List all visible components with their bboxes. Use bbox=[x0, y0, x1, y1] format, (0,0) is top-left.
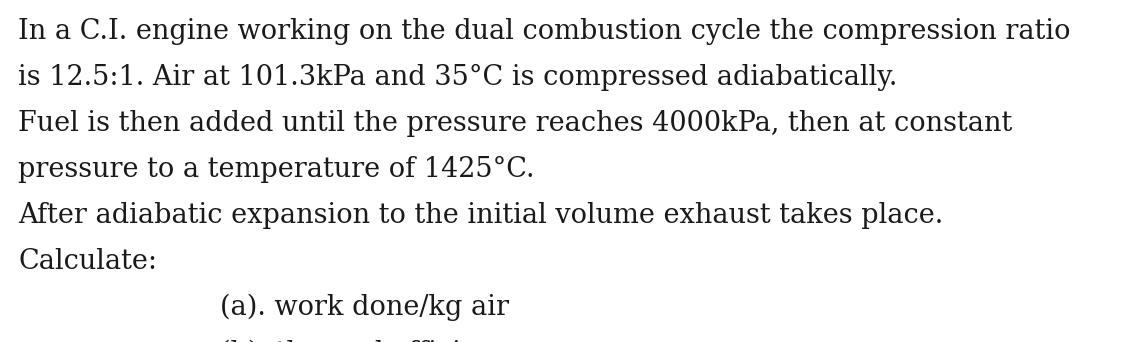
Text: (b). thermal efficiency: (b). thermal efficiency bbox=[220, 340, 525, 342]
Text: is 12.5:1. Air at 101.3kPa and 35°C is compressed adiabatically.: is 12.5:1. Air at 101.3kPa and 35°C is c… bbox=[18, 64, 897, 91]
Text: Fuel is then added until the pressure reaches 4000kPa, then at constant: Fuel is then added until the pressure re… bbox=[18, 110, 1013, 137]
Text: Calculate:: Calculate: bbox=[18, 248, 157, 275]
Text: After adiabatic expansion to the initial volume exhaust takes place.: After adiabatic expansion to the initial… bbox=[18, 202, 943, 229]
Text: In a C.I. engine working on the dual combustion cycle the compression ratio: In a C.I. engine working on the dual com… bbox=[18, 18, 1070, 45]
Text: pressure to a temperature of 1425°C.: pressure to a temperature of 1425°C. bbox=[18, 156, 535, 183]
Text: (a). work done/kg air: (a). work done/kg air bbox=[220, 294, 509, 321]
